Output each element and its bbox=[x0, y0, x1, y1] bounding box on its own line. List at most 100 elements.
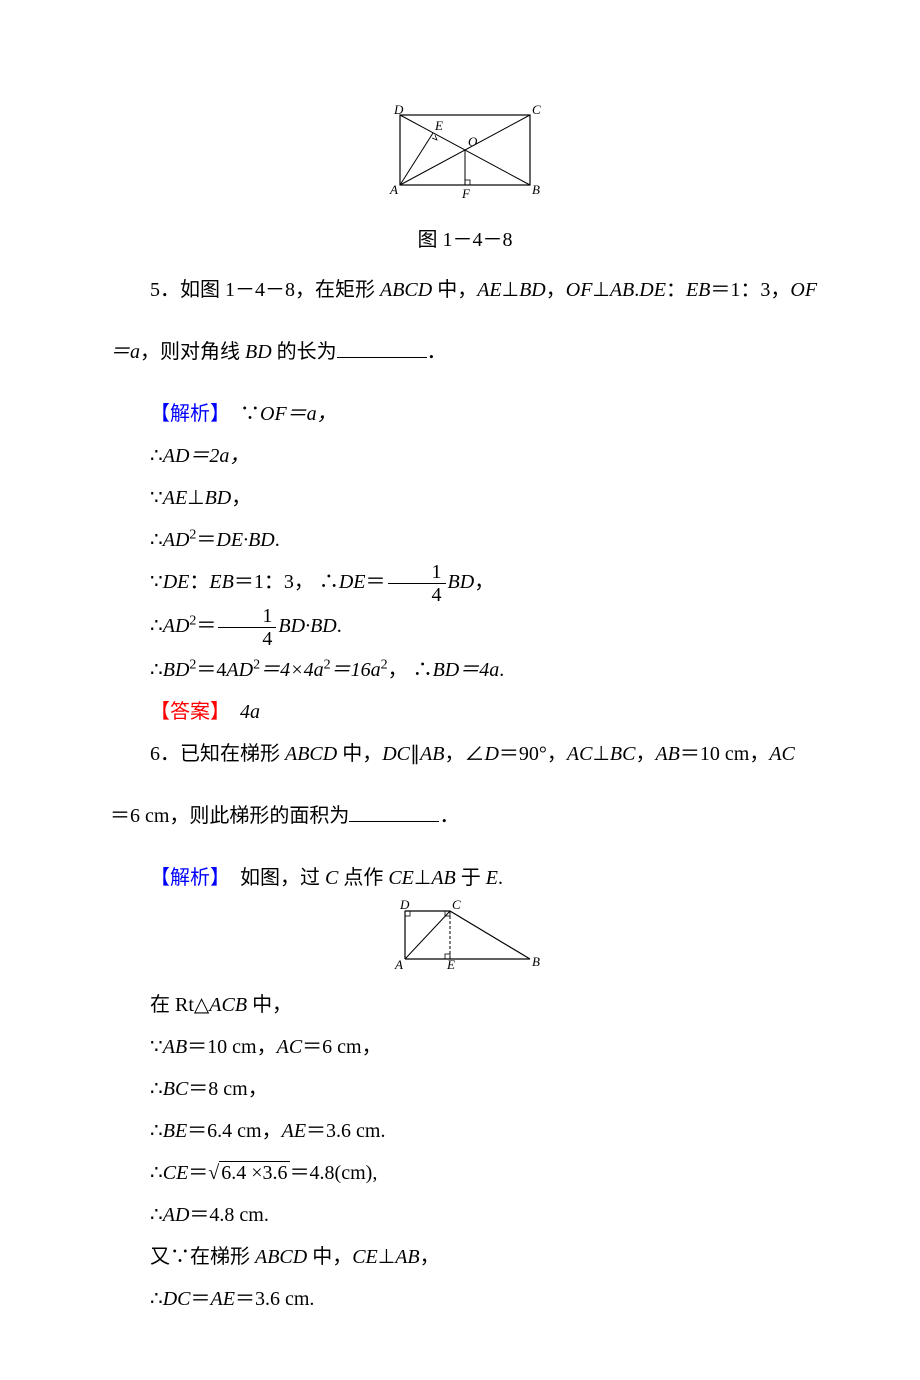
q5-perp-2: ⊥ bbox=[592, 279, 609, 301]
q6-eq10: ＝10 cm， bbox=[680, 743, 769, 765]
q5-l7comma: ， bbox=[388, 659, 408, 681]
q6-blank bbox=[349, 801, 439, 822]
q6-perp3: ⊥ bbox=[378, 1246, 395, 1268]
q6-number: 6． bbox=[150, 743, 180, 765]
q6-abcd: ABCD bbox=[285, 743, 337, 765]
q5-l2a: AD bbox=[163, 445, 190, 467]
q5-c2: ， bbox=[770, 279, 790, 301]
svg-text:A: A bbox=[389, 182, 398, 197]
q5-l5eqf: ＝ bbox=[366, 571, 386, 593]
q5-l7dot: . bbox=[499, 659, 504, 681]
q6-analysis-7: ∴AD＝4.8 cm. bbox=[110, 1194, 820, 1236]
q5-l4b: DE·BD bbox=[216, 529, 274, 551]
q6-ac: AC bbox=[567, 743, 593, 765]
q5-l2b: ＝2a， bbox=[189, 445, 249, 467]
q5-statement: 5．如图 1－4－8，在矩形 ABCD 中，AE⊥BD，OF⊥AB.DE：EB＝… bbox=[110, 269, 820, 311]
q6-c: C bbox=[325, 867, 338, 889]
q6-therefore-2: ∴ bbox=[150, 1120, 163, 1142]
q5-l4a: AD bbox=[163, 529, 190, 551]
q6-perp2: ⊥ bbox=[414, 867, 431, 889]
q5-ae: AE bbox=[477, 279, 501, 301]
q5-tail-dot: ． bbox=[427, 341, 447, 363]
svg-text:D: D bbox=[393, 102, 404, 117]
q5-analysis-3: ∵AE⊥BD， bbox=[110, 477, 820, 519]
q6-l7a: DC bbox=[163, 1288, 191, 1310]
q6-therefore-5: ∴ bbox=[150, 1288, 163, 1310]
q5-perp-1: ⊥ bbox=[502, 279, 519, 301]
q5-l3a: AE bbox=[163, 487, 187, 509]
q6-l2a: BC bbox=[163, 1078, 189, 1100]
q6-analysis-8: 又∵在梯形 ABCD 中，CE⊥AB， bbox=[110, 1236, 820, 1278]
q5-eqa: ＝a bbox=[110, 341, 140, 363]
q6-analysis-3: ∵AB＝10 cm，AC＝6 cm， bbox=[110, 1026, 820, 1068]
q6-analysis-2: 在 Rt△ACB 中， bbox=[110, 984, 820, 1026]
q5-because-3: ∵ bbox=[150, 571, 163, 593]
svg-text:C: C bbox=[452, 899, 461, 912]
q5-l1a: OF bbox=[260, 403, 287, 425]
q6-l4a: CE bbox=[163, 1162, 189, 1184]
q5-l3d: ， bbox=[231, 487, 251, 509]
q6-anal-c: 于 bbox=[456, 867, 486, 889]
q5-ab: AB bbox=[610, 279, 634, 301]
svg-text:B: B bbox=[532, 954, 540, 969]
q5-l7b: AD bbox=[226, 659, 253, 681]
q6-ab: AB bbox=[420, 743, 444, 765]
q6-l3b: ＝6.4 cm， bbox=[187, 1120, 281, 1142]
q6-e: E bbox=[486, 867, 498, 889]
q6-c3: ， bbox=[420, 1246, 440, 1268]
q6-c2: ， bbox=[635, 743, 655, 765]
q6-eq6: ＝6 cm，则此梯形的面积为 bbox=[110, 805, 349, 827]
q5-c1: ， bbox=[546, 279, 566, 301]
q5-because-1: ∵ bbox=[240, 403, 260, 425]
q6-sqrt-sym: √ bbox=[208, 1162, 219, 1184]
svg-text:F: F bbox=[461, 186, 471, 200]
q6-l4b: ＝4.8(cm), bbox=[290, 1162, 378, 1184]
q5-analysis-7: ∴BD2＝4AD2＝4×4a2＝16a2， ∴BD＝4a. bbox=[110, 649, 820, 691]
q6-perp: ⊥ bbox=[592, 743, 609, 765]
q5-of: OF bbox=[566, 279, 593, 301]
q6-l1d: ＝6 cm， bbox=[302, 1036, 381, 1058]
q5-therefore-6: ∴ bbox=[413, 659, 433, 681]
q5-analysis-label: 【解析】 bbox=[150, 403, 220, 425]
q6-l7c: ＝3.6 cm. bbox=[235, 1288, 314, 1310]
q5-l6b: BD·BD bbox=[278, 615, 336, 637]
q5-abcd: ABCD bbox=[380, 279, 432, 301]
q5-number: 5． bbox=[150, 279, 180, 301]
q6-l7eq: ＝ bbox=[191, 1288, 211, 1310]
q5-answer: 4a bbox=[240, 701, 260, 723]
q6-analysis-9: ∴DC＝AE＝3.6 cm. bbox=[110, 1278, 820, 1320]
q5-therefore-1: ∴ bbox=[150, 445, 163, 467]
q5-l7eq4: ＝4a bbox=[459, 659, 499, 681]
q6-bc: BC bbox=[610, 743, 636, 765]
q5-frac-1-den: 4 bbox=[388, 584, 446, 605]
q5-eq: ＝ bbox=[710, 279, 730, 301]
q6-l5a: AD bbox=[163, 1204, 190, 1226]
q6-c1: ， bbox=[444, 743, 464, 765]
q6-analysis-1: 【解析】 如图，过 C 点作 CE⊥AB 于 E. bbox=[110, 857, 820, 899]
svg-text:O: O bbox=[468, 134, 478, 149]
q6-d: D bbox=[484, 743, 498, 765]
q5-ratio: 1：3 bbox=[730, 279, 770, 301]
q5-analysis-4: ∴AD2＝DE·BD. bbox=[110, 519, 820, 561]
q5-colon: ： bbox=[666, 279, 686, 301]
q5-l4eq: ＝ bbox=[196, 529, 216, 551]
q6-l6pre: 又∵在梯形 bbox=[150, 1246, 255, 1268]
q5-l5comma: ， bbox=[474, 571, 494, 593]
q6-therefore-1: ∴ bbox=[150, 1078, 163, 1100]
q5-analysis-6: ∴AD2＝14BD·BD. bbox=[110, 605, 820, 649]
q6-analysis-4: ∴BC＝8 cm， bbox=[110, 1068, 820, 1110]
q6-sqrt: √6.4 ×3.6 bbox=[208, 1161, 289, 1184]
q6-sqrt-rad: 6.4 ×3.6 bbox=[219, 1161, 289, 1184]
q6-rt-suf: 中， bbox=[247, 994, 292, 1016]
q5-l5c: DE bbox=[339, 571, 366, 593]
svg-text:B: B bbox=[532, 182, 540, 197]
q5-frac-2-den: 4 bbox=[218, 628, 276, 649]
q5-l3b: ⊥ bbox=[187, 487, 204, 509]
q5-l6eq: ＝ bbox=[196, 615, 216, 637]
figure-1-svg: D C A B E O F bbox=[380, 100, 550, 200]
q5-l3c: BD bbox=[205, 487, 232, 509]
q6-analysis-label: 【解析】 bbox=[150, 867, 220, 889]
q5-frac-2-num: 1 bbox=[218, 606, 276, 628]
q6-text-a: 已知在梯形 bbox=[180, 743, 285, 765]
q6-abcd2: ABCD bbox=[255, 1246, 307, 1268]
